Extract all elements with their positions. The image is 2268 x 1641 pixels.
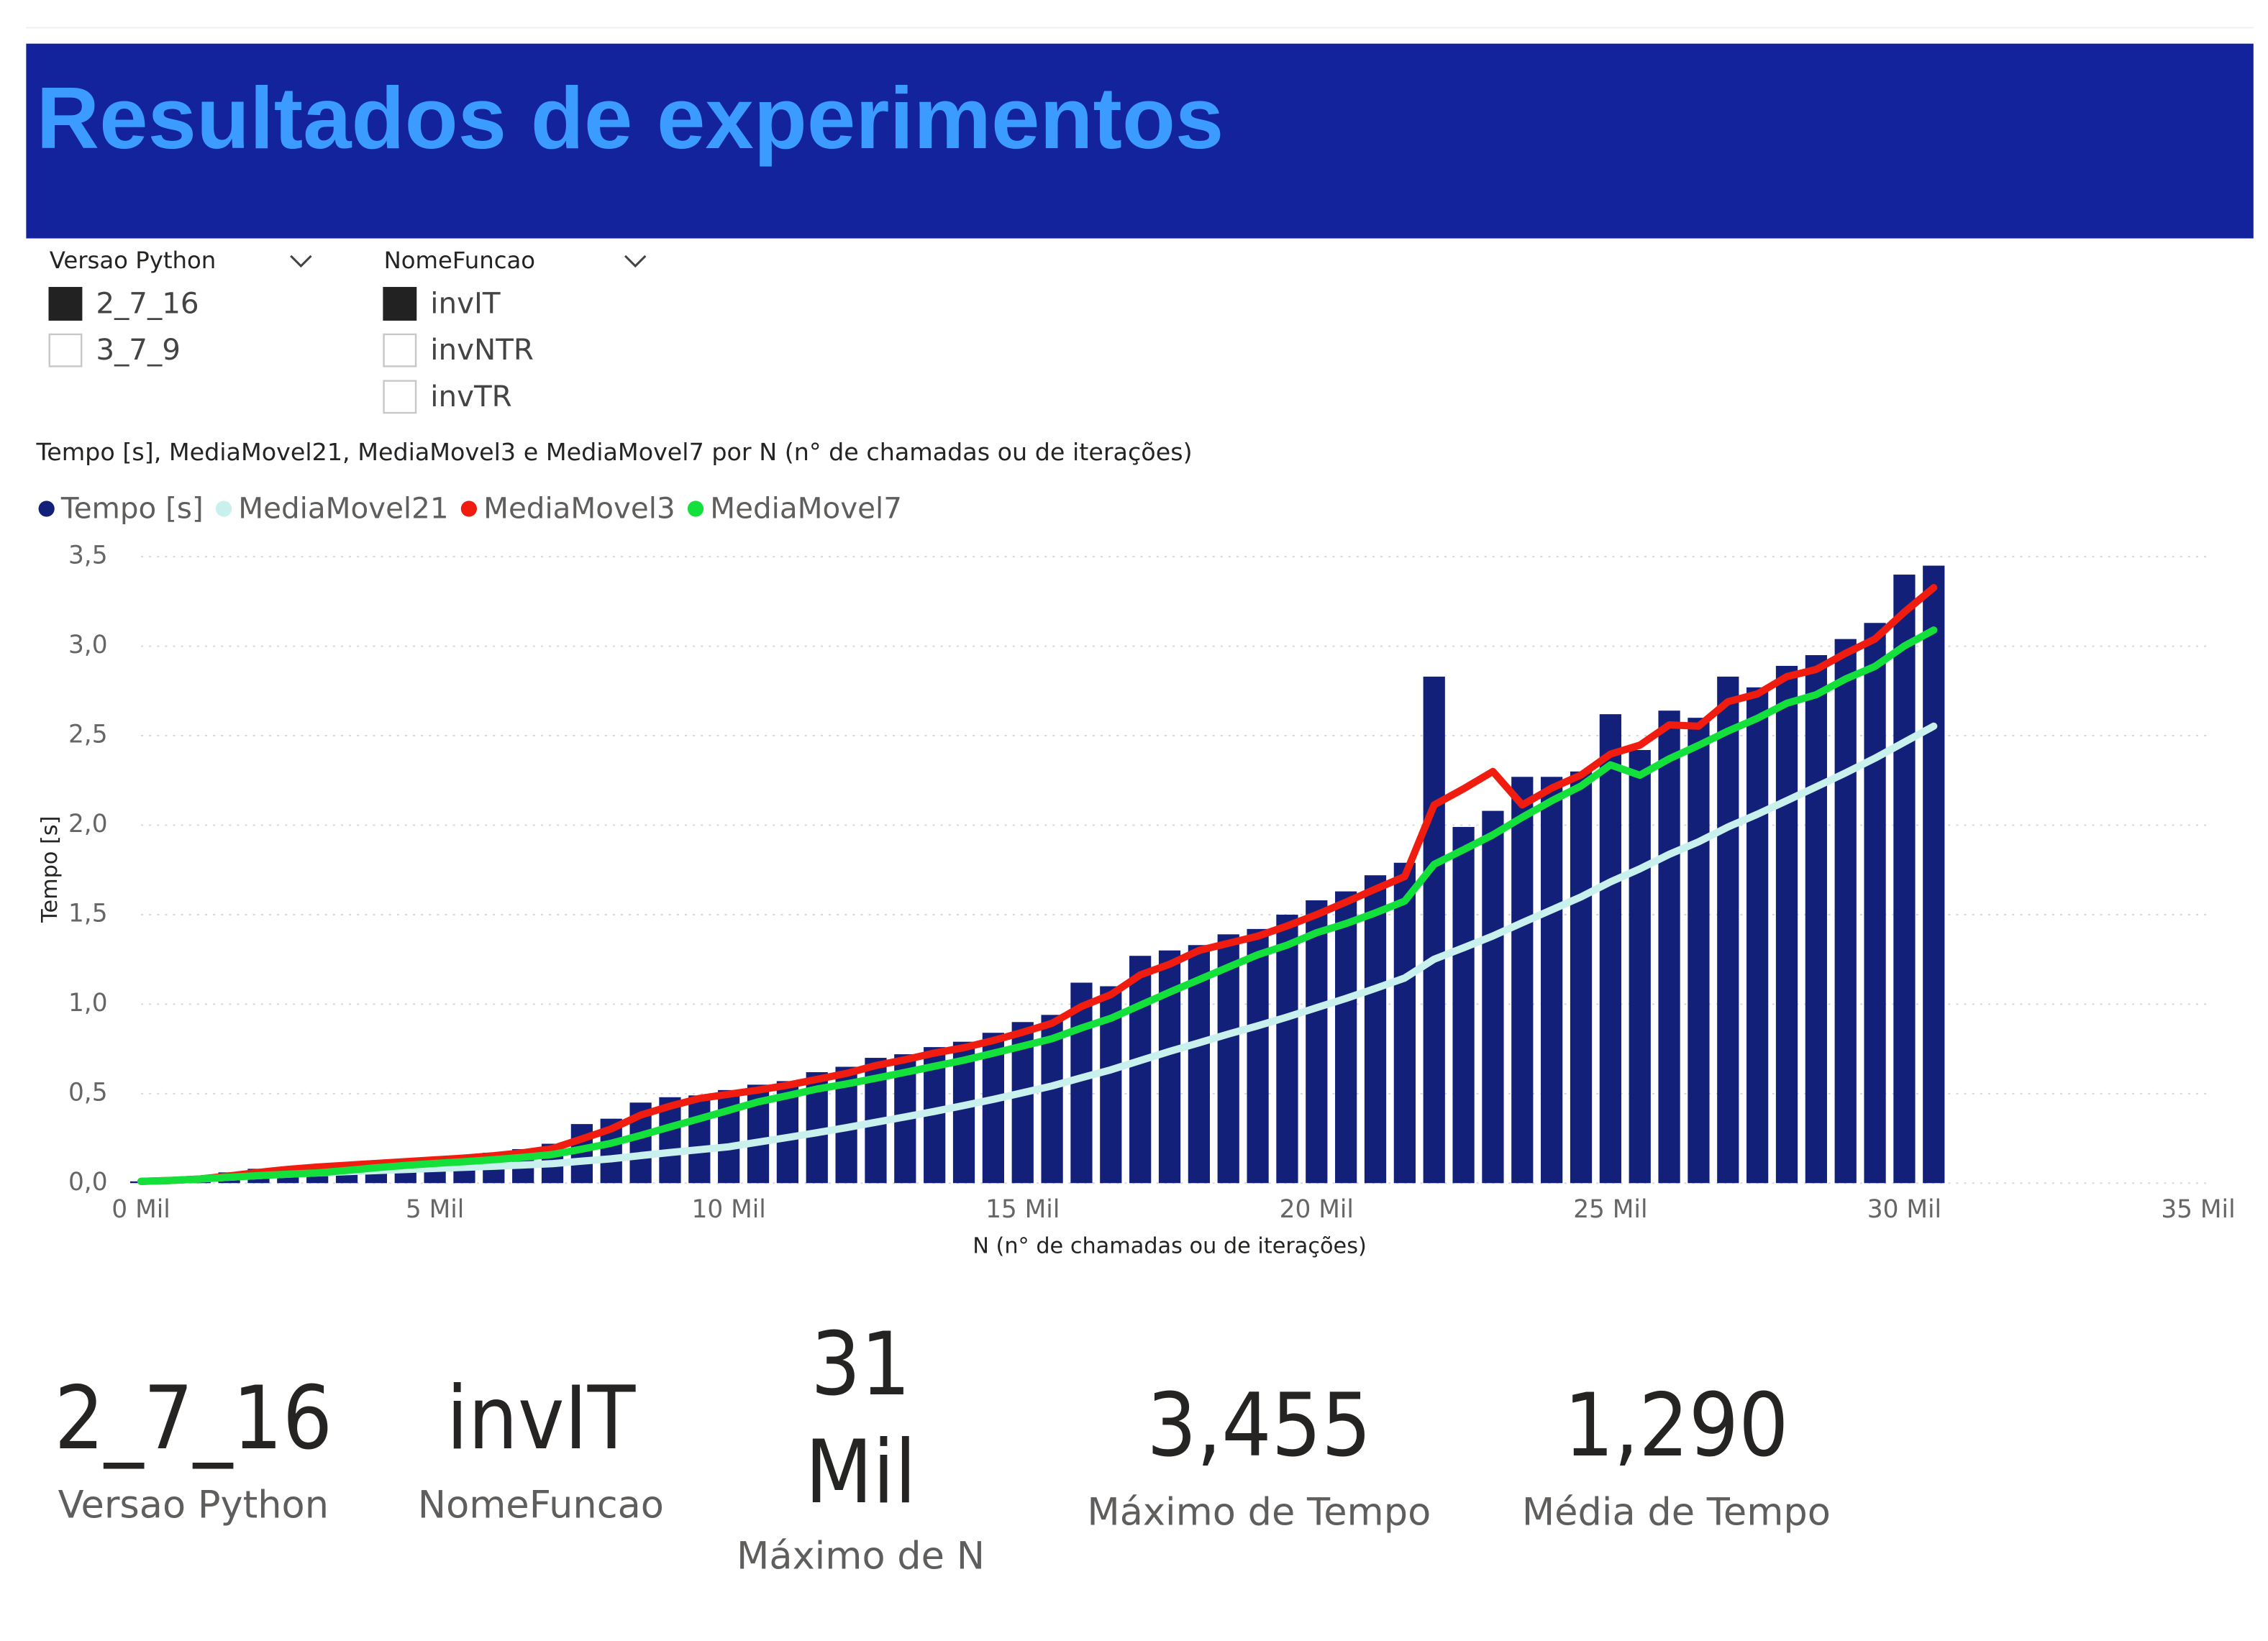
bar: [1335, 891, 1357, 1184]
bar: [688, 1095, 711, 1184]
y-tick-label: 1,5: [68, 899, 108, 928]
x-tick-label: 15 Mil: [985, 1195, 1060, 1224]
x-tick-label: 10 Mil: [692, 1195, 766, 1224]
bar: [1893, 575, 1916, 1184]
bar: [1306, 900, 1328, 1184]
slicer-checkbox[interactable]: [383, 380, 417, 414]
legend-label: MediaMovel7: [710, 490, 902, 525]
x-tick-label: 30 Mil: [1867, 1195, 1941, 1224]
card-value: invIT: [446, 1367, 636, 1469]
card-value: 3,455: [1147, 1374, 1371, 1476]
bar: [1570, 771, 1593, 1184]
bar: [1599, 714, 1621, 1184]
bar: [1129, 956, 1152, 1184]
bar: [1923, 565, 1945, 1184]
card-value: 31: [811, 1313, 911, 1415]
card-label: Versao Python: [58, 1484, 329, 1527]
y-tick-label: 2,0: [68, 810, 108, 838]
slicer-checkbox[interactable]: [383, 287, 417, 321]
bar: [718, 1089, 740, 1184]
y-tick-label: 0,5: [68, 1078, 108, 1107]
line-series: [137, 626, 1938, 1185]
bar: [1247, 928, 1269, 1184]
slicer-title: NomeFuncao: [384, 247, 536, 274]
legend-label: MediaMovel3: [483, 490, 675, 525]
y-axis-label: Tempo [s]: [37, 816, 63, 923]
slicer-item[interactable]: invTR: [430, 379, 512, 413]
x-tick-label: 25 Mil: [1573, 1195, 1647, 1224]
bar: [1805, 655, 1827, 1184]
bar: [1629, 749, 1651, 1184]
bar: [1864, 623, 1886, 1184]
bar: [1482, 810, 1504, 1184]
x-tick-label: 20 Mil: [1280, 1195, 1354, 1224]
slicer-item[interactable]: 2_7_16: [96, 286, 199, 321]
card-value: 2_7_16: [55, 1367, 333, 1469]
x-tick-label: 5 Mil: [406, 1195, 464, 1224]
slicer-dropdown[interactable]: [290, 255, 312, 268]
header-band: [26, 43, 2254, 239]
bar: [1364, 875, 1387, 1184]
x-axis-label: N (n° de chamadas ou de iterações): [973, 1234, 1367, 1259]
x-tick-label: 35 Mil: [2161, 1195, 2235, 1224]
y-tick-label: 3,0: [68, 631, 108, 659]
legend-marker: [215, 500, 232, 517]
x-tick-label: 0 Mil: [111, 1195, 170, 1224]
card-label: Média de Tempo: [1522, 1491, 1831, 1535]
line-series: [137, 722, 1938, 1185]
bar: [1717, 676, 1739, 1184]
bar: [1452, 826, 1475, 1184]
slicer-item[interactable]: 3_7_9: [96, 332, 181, 367]
legend-label: Tempo [s]: [60, 490, 204, 525]
bar: [1511, 777, 1534, 1184]
y-tick-label: 3,5: [68, 541, 108, 570]
bar: [1423, 676, 1445, 1184]
y-tick-label: 2,5: [68, 721, 108, 749]
bar: [1775, 665, 1798, 1184]
chart-title: Tempo [s], MediaMovel21, MediaMovel3 e M…: [36, 438, 1193, 466]
bar: [1688, 718, 1710, 1184]
slicer-title: Versao Python: [50, 247, 217, 274]
bar: [1276, 914, 1298, 1184]
legend-marker: [460, 500, 477, 517]
slicer-dropdown[interactable]: [624, 255, 647, 268]
bar: [1217, 934, 1239, 1184]
card-label: Máximo de Tempo: [1087, 1491, 1431, 1535]
card-label: NomeFuncao: [418, 1484, 664, 1527]
legend-marker: [687, 500, 704, 517]
bar: [1393, 862, 1416, 1184]
bar: [1834, 639, 1857, 1184]
slicer-item[interactable]: invNTR: [430, 332, 534, 367]
legend-marker: [38, 500, 55, 517]
page-title: Resultados de experimentos: [37, 69, 1224, 167]
bar: [1658, 710, 1680, 1184]
bar: [1746, 687, 1769, 1184]
legend-label: MediaMovel21: [238, 490, 448, 525]
y-tick-label: 1,0: [68, 989, 108, 1018]
card-label: Máximo de N: [737, 1534, 985, 1578]
slicer-checkbox[interactable]: [48, 333, 83, 367]
slicer-checkbox[interactable]: [383, 333, 417, 367]
slicer-item[interactable]: invIT: [430, 286, 501, 321]
card-value: 1,290: [1564, 1374, 1788, 1476]
bar: [1541, 777, 1563, 1184]
slicer-checkbox[interactable]: [48, 287, 83, 321]
y-tick-label: 0,0: [68, 1168, 108, 1197]
card-value: Mil: [805, 1421, 916, 1523]
